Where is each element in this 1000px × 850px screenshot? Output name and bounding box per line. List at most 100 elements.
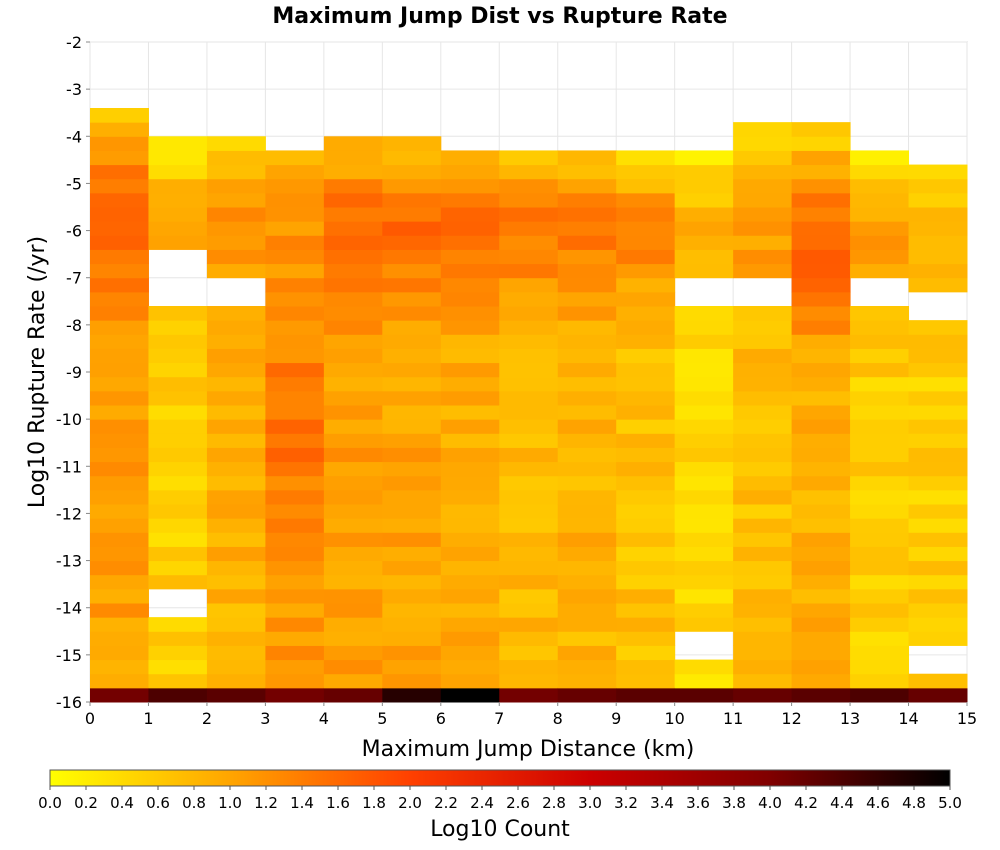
heatmap-cell: [791, 207, 851, 222]
heatmap-cell: [148, 560, 208, 576]
heatmap-cell: [733, 122, 793, 137]
heatmap-cell: [557, 164, 617, 180]
heatmap-cell: [616, 334, 676, 349]
colorbar-tick-label: 3.6: [686, 794, 710, 812]
heatmap-cell: [265, 405, 325, 420]
heatmap-cell: [440, 277, 500, 293]
heatmap-cell: [557, 263, 617, 279]
heatmap-cell: [908, 348, 968, 364]
colorbar-tick-label: 0.6: [146, 794, 170, 812]
heatmap-cell: [382, 574, 442, 590]
heatmap-cell: [791, 291, 851, 307]
heatmap-cell: [90, 504, 149, 519]
heatmap-cell: [791, 461, 851, 477]
heatmap-cell: [908, 419, 968, 434]
heatmap-cell: [674, 164, 734, 180]
heatmap-cell: [206, 419, 266, 434]
heatmap-cell: [440, 405, 500, 420]
heatmap-cell: [90, 150, 149, 166]
heatmap-cell: [616, 645, 676, 661]
heatmap-cell: [323, 433, 383, 448]
heatmap-cell: [499, 617, 559, 632]
heatmap-cell: [323, 588, 383, 604]
heatmap-cell: [499, 235, 559, 250]
heatmap-cell: [265, 277, 325, 293]
heatmap-cell: [382, 164, 442, 180]
heatmap-cell: [148, 419, 208, 434]
heatmap-cell: [499, 433, 559, 448]
heatmap-cell: [499, 574, 559, 590]
heatmap-cell: [850, 659, 910, 675]
heatmap-cell: [616, 574, 676, 590]
heatmap-cell: [850, 518, 910, 533]
y-tick-label: -15: [56, 646, 82, 665]
heatmap-cell: [90, 277, 149, 293]
heatmap-cell: [382, 461, 442, 477]
colorbar-tick-label: 2.4: [470, 794, 494, 812]
heatmap-cell: [616, 320, 676, 335]
heatmap-cell: [499, 221, 559, 236]
heatmap-cell: [557, 390, 617, 406]
heatmap-cell: [674, 504, 734, 519]
heatmap-cell: [499, 348, 559, 364]
heatmap-cell: [148, 320, 208, 335]
heatmap-cell: [148, 405, 208, 420]
heatmap-cell: [557, 192, 617, 208]
heatmap-cell: [791, 221, 851, 236]
x-tick-label: 4: [319, 709, 329, 728]
heatmap-cell: [382, 419, 442, 434]
colorbar-tick-label: 4.2: [794, 794, 818, 812]
heatmap-cell: [440, 461, 500, 477]
heatmap-cell: [791, 122, 851, 137]
colorbar-tick-label: 2.6: [506, 794, 530, 812]
heatmap-cell: [206, 603, 266, 618]
heatmap-cell: [791, 277, 851, 293]
heatmap-cell: [908, 178, 968, 194]
heatmap-cell: [674, 235, 734, 250]
heatmap-cell: [791, 489, 851, 505]
heatmap-cell: [90, 617, 149, 632]
heatmap-cell: [850, 178, 910, 194]
heatmap-cell: [499, 518, 559, 533]
heatmap-cell: [90, 574, 149, 590]
heatmap-cell: [206, 475, 266, 491]
heatmap-cell: [674, 207, 734, 222]
heatmap-cell: [265, 631, 325, 646]
heatmap-cell: [850, 461, 910, 477]
heatmap-cell: [616, 603, 676, 618]
heatmap-cell: [791, 631, 851, 646]
heatmap-cell: [499, 334, 559, 349]
heatmap-cell: [850, 489, 910, 505]
heatmap-cell: [90, 136, 149, 151]
heatmap-cell: [323, 560, 383, 576]
heatmap-cell: [148, 390, 208, 406]
heatmap-cell: [850, 447, 910, 463]
heatmap-cell: [382, 136, 442, 151]
heatmap-cell: [499, 362, 559, 378]
heatmap-cell: [206, 405, 266, 420]
heatmap-cell: [908, 461, 968, 477]
heatmap-cell: [674, 574, 734, 590]
heatmap-cell: [791, 532, 851, 547]
heatmap-cell: [90, 603, 149, 618]
colorbar-tick-label: 2.2: [434, 794, 458, 812]
heatmap-cell: [323, 362, 383, 378]
heatmap-cell: [850, 433, 910, 448]
heatmap-cell: [148, 504, 208, 519]
heatmap-cell: [557, 334, 617, 349]
heatmap-cell: [206, 263, 266, 279]
heatmap-cell: [557, 461, 617, 477]
colorbar-label: Log10 Count: [430, 817, 570, 842]
heatmap-cell: [557, 475, 617, 491]
heatmap-cell: [850, 376, 910, 392]
heatmap-cell: [206, 645, 266, 661]
heatmap-cell: [499, 306, 559, 321]
heatmap-cell: [440, 235, 500, 250]
heatmap-cell: [616, 192, 676, 208]
heatmap-cell: [850, 475, 910, 491]
heatmap-cell: [440, 673, 500, 689]
heatmap-cell: [557, 588, 617, 604]
x-tick-label: 10: [664, 709, 684, 728]
x-tick-label: 9: [611, 709, 621, 728]
heatmap-cell: [791, 405, 851, 420]
